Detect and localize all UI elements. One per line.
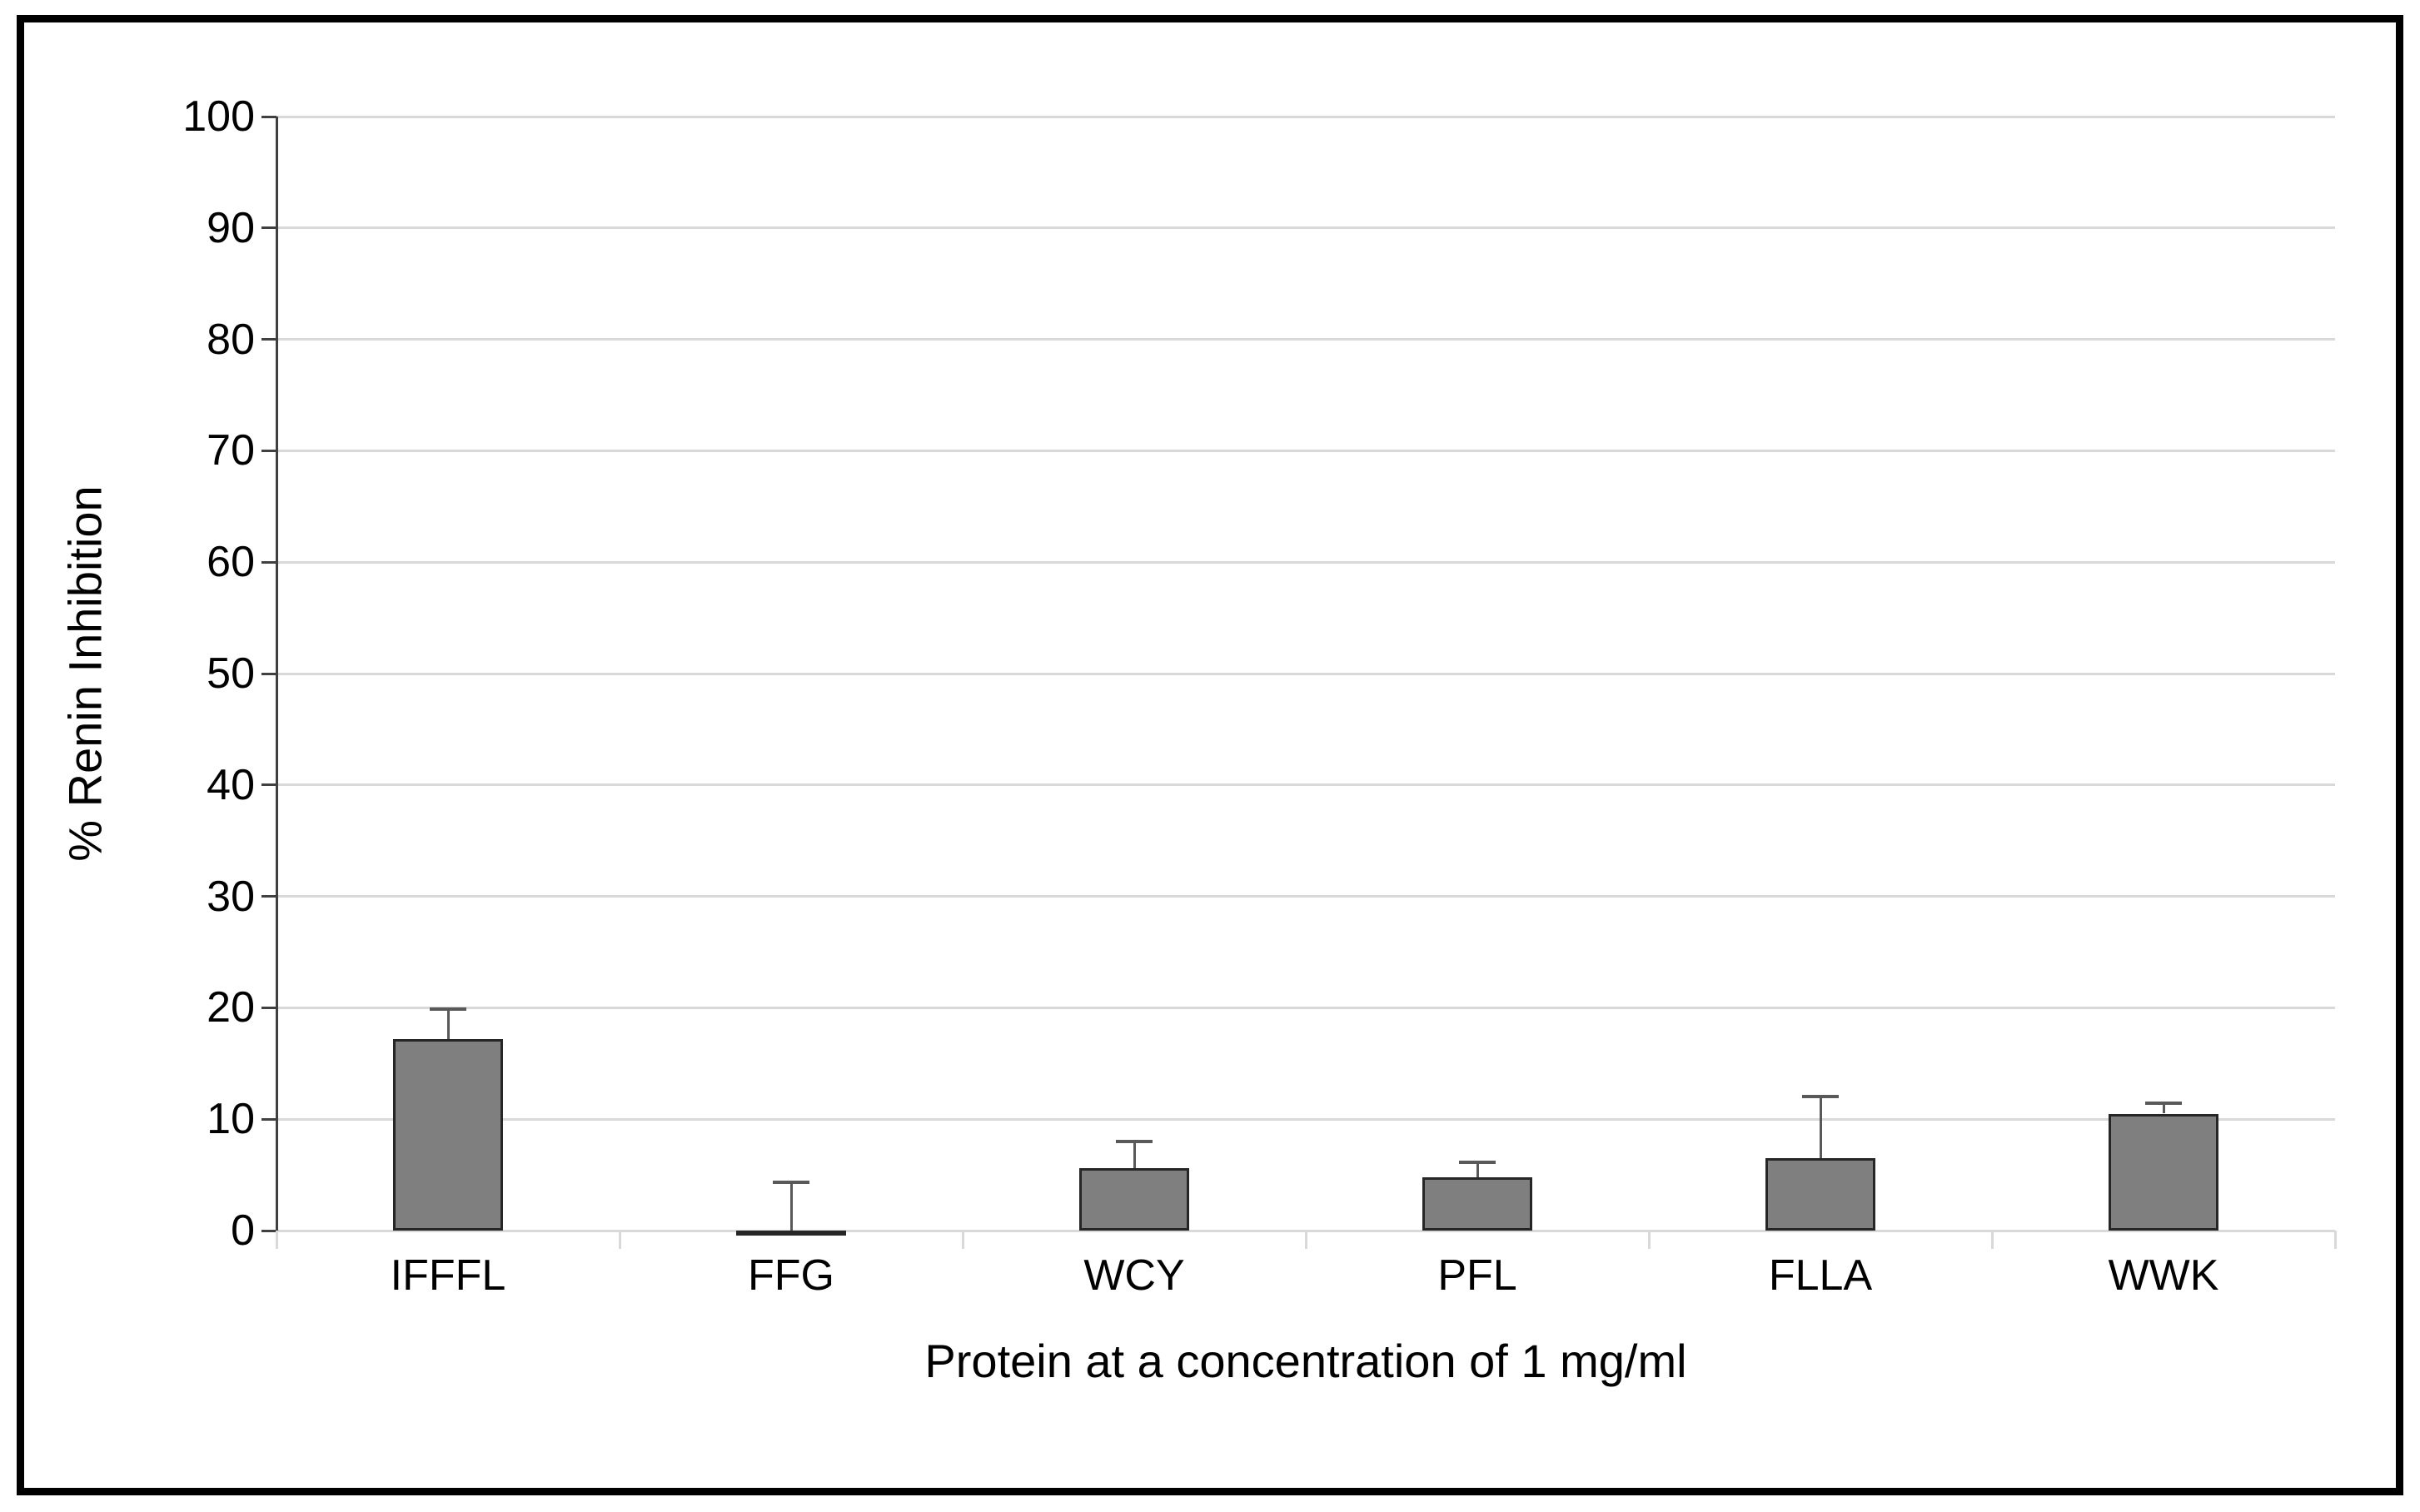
y-tick-label: 100 <box>182 92 255 141</box>
x-axis-boundary-tick <box>275 1231 278 1249</box>
error-bar-wcy <box>1133 1141 1136 1169</box>
y-axis-tick <box>261 1117 276 1121</box>
bar-wcy <box>1079 1168 1189 1231</box>
gridline <box>276 895 2335 898</box>
y-axis-line <box>275 117 278 1231</box>
error-bar-cap-wwk <box>2145 1102 2182 1106</box>
category-label-ifffl: IFFFL <box>390 1251 506 1300</box>
x-axis-boundary-tick <box>961 1231 964 1249</box>
y-axis-tick <box>261 560 276 564</box>
error-bar-wwk <box>2162 1103 2165 1114</box>
x-axis-boundary-tick <box>618 1231 621 1249</box>
category-label-flla: FLLA <box>1768 1251 1873 1300</box>
bar-ffg <box>736 1231 846 1236</box>
error-bar-cap-ifffl <box>430 1007 466 1011</box>
gridline <box>276 226 2335 230</box>
bar-flla <box>1765 1158 1875 1231</box>
error-bar-cap-ffg <box>773 1181 809 1185</box>
y-tick-label: 80 <box>207 315 255 364</box>
category-label-ffg: FFG <box>748 1251 834 1300</box>
error-bar-pfl <box>1476 1162 1479 1177</box>
error-bar-flla <box>1819 1097 1822 1159</box>
y-axis-tick <box>261 895 276 898</box>
x-axis-boundary-tick <box>2333 1231 2337 1249</box>
x-axis-boundary-tick <box>1990 1231 1994 1249</box>
y-tick-label: 10 <box>207 1095 255 1144</box>
error-bar-ffg <box>789 1182 793 1231</box>
bar-ifffl <box>393 1038 503 1231</box>
gridline <box>276 560 2335 564</box>
y-axis-tick <box>261 115 276 118</box>
y-tick-label: 90 <box>207 203 255 252</box>
gridline <box>276 449 2335 452</box>
x-axis-boundary-tick <box>1304 1231 1307 1249</box>
y-tick-label: 40 <box>207 760 255 809</box>
y-tick-label: 30 <box>207 872 255 921</box>
category-label-wcy: WCY <box>1083 1251 1185 1300</box>
y-tick-label: 70 <box>207 426 255 475</box>
y-axis-tick <box>261 338 276 341</box>
error-bar-cap-wcy <box>1116 1139 1153 1143</box>
error-bar-cap-pfl <box>1459 1161 1496 1165</box>
gridline <box>276 672 2335 675</box>
bar-wwk <box>2109 1113 2218 1231</box>
gridline <box>276 115 2335 118</box>
y-tick-label: 20 <box>207 983 255 1032</box>
gridline <box>276 1117 2335 1121</box>
x-axis-title: Protein at a concentration of 1 mg/ml <box>924 1335 1687 1387</box>
y-axis-tick <box>261 1229 276 1232</box>
y-axis-tick <box>261 449 276 452</box>
y-tick-label: 50 <box>207 649 255 698</box>
y-axis-tick <box>261 783 276 787</box>
y-tick-label: 60 <box>207 538 255 587</box>
gridline <box>276 338 2335 341</box>
bar-pfl <box>1422 1176 1532 1231</box>
y-tick-label: 0 <box>231 1206 255 1255</box>
error-bar-cap-flla <box>1802 1095 1839 1099</box>
category-label-wwk: WWK <box>2108 1251 2219 1300</box>
gridline <box>276 1006 2335 1009</box>
y-axis-tick <box>261 1006 276 1009</box>
x-axis-boundary-tick <box>1647 1231 1651 1249</box>
y-axis-title: % Renin Inhibition <box>58 485 112 862</box>
y-axis-tick <box>261 226 276 230</box>
error-bar-ifffl <box>446 1008 450 1039</box>
y-axis-tick <box>261 672 276 675</box>
gridline <box>276 783 2335 787</box>
category-label-pfl: PFL <box>1437 1251 1517 1300</box>
